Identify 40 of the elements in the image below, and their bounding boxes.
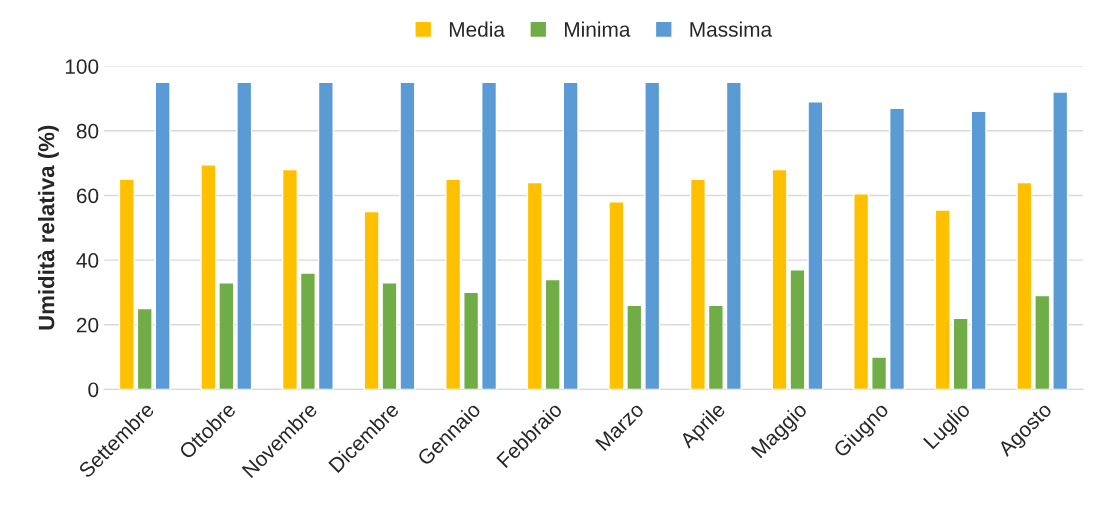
bar: [853, 193, 870, 390]
bar: [1016, 181, 1033, 390]
bar: [463, 291, 480, 390]
bar: [317, 81, 334, 390]
bar: [299, 272, 316, 390]
legend-label: Minima: [565, 21, 631, 37]
y-tick-label: 100: [65, 59, 99, 74]
bar: [888, 107, 906, 390]
bar: [1034, 294, 1051, 390]
bar: [952, 317, 969, 390]
bar: [218, 282, 235, 390]
bar: [154, 81, 171, 390]
bar: [725, 81, 742, 390]
bar: [608, 201, 625, 390]
bar: [644, 81, 661, 390]
bar: [871, 356, 888, 390]
legend-label: Massima: [690, 21, 773, 37]
bar: [689, 178, 706, 390]
bar: [626, 304, 643, 390]
bar: [281, 168, 299, 390]
bar: [934, 209, 951, 390]
bar: [707, 304, 724, 390]
bar: [445, 178, 462, 390]
bar: [136, 307, 153, 390]
legend-label: Media: [449, 21, 505, 37]
y-tick-label: 0: [88, 382, 99, 398]
y-tick-label: 40: [76, 253, 99, 268]
bar: [118, 178, 135, 390]
bar: [526, 181, 543, 390]
y-axis-title: Umidità relativa (%): [37, 125, 59, 330]
bar: [236, 81, 253, 390]
y-tick-label: 80: [76, 123, 99, 139]
bar: [970, 110, 987, 390]
bar: [1052, 91, 1069, 390]
bar: [481, 81, 498, 390]
bar: [544, 278, 561, 390]
y-tick-label: 60: [76, 188, 99, 204]
bar: [562, 81, 579, 390]
bar: [200, 164, 217, 390]
y-tick-label: 20: [76, 317, 99, 333]
